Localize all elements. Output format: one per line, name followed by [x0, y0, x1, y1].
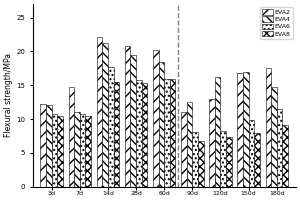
Y-axis label: Flexural strength/MPa: Flexural strength/MPa	[4, 53, 13, 137]
Bar	[209, 99, 215, 187]
Bar	[198, 141, 204, 187]
Bar	[68, 87, 74, 187]
Bar	[130, 55, 136, 187]
Bar	[254, 133, 260, 187]
Bar	[277, 109, 282, 187]
Bar	[243, 72, 249, 187]
Bar	[57, 116, 63, 187]
Bar	[226, 137, 232, 187]
Bar	[142, 83, 147, 187]
Bar	[181, 112, 187, 187]
Bar	[266, 68, 271, 187]
Bar	[215, 77, 220, 187]
Bar	[52, 114, 57, 187]
Bar	[237, 73, 243, 187]
Bar	[271, 87, 277, 187]
Bar	[136, 80, 142, 187]
Bar	[164, 79, 170, 187]
Bar	[46, 105, 52, 187]
Bar	[192, 132, 198, 187]
Bar	[170, 79, 176, 187]
Bar	[108, 67, 114, 187]
Bar	[85, 116, 91, 187]
Bar	[97, 37, 102, 187]
Bar	[153, 50, 159, 187]
Bar	[220, 131, 226, 187]
Legend: EVA2, EVA4, EVA6, EVA8: EVA2, EVA4, EVA6, EVA8	[260, 7, 293, 39]
Bar	[125, 46, 130, 187]
Bar	[159, 62, 164, 187]
Bar	[114, 82, 119, 187]
Bar	[282, 125, 288, 187]
Bar	[40, 104, 46, 187]
Bar	[249, 120, 254, 187]
Bar	[187, 102, 192, 187]
Bar	[74, 112, 80, 187]
Bar	[80, 114, 86, 187]
Bar	[102, 43, 108, 187]
